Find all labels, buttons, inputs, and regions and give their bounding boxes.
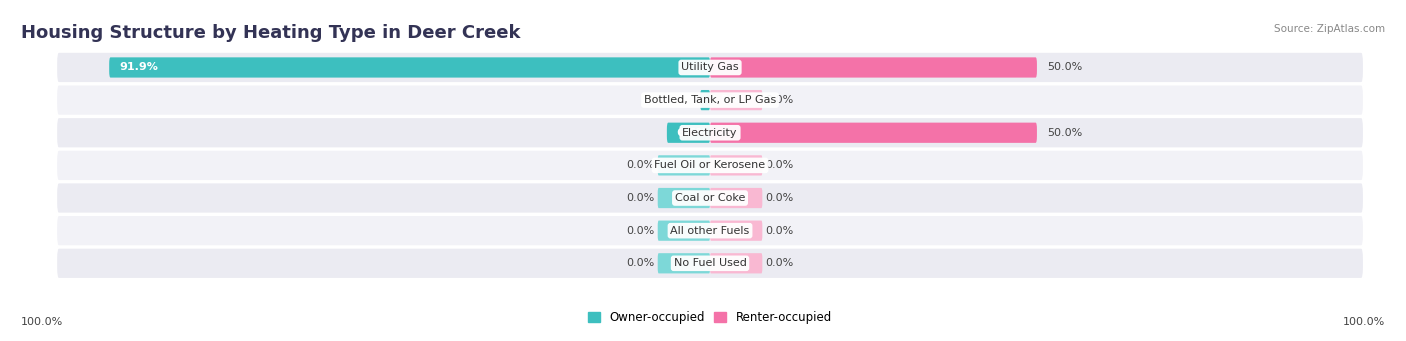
FancyBboxPatch shape [710,90,762,110]
FancyBboxPatch shape [110,57,710,78]
FancyBboxPatch shape [710,221,762,241]
Text: No Fuel Used: No Fuel Used [673,258,747,268]
Text: Utility Gas: Utility Gas [682,62,738,73]
Text: 6.6%: 6.6% [676,128,707,138]
FancyBboxPatch shape [56,117,1364,148]
Text: Housing Structure by Heating Type in Deer Creek: Housing Structure by Heating Type in Dee… [21,24,520,42]
Text: 0.0%: 0.0% [766,226,794,236]
FancyBboxPatch shape [56,150,1364,181]
Text: Bottled, Tank, or LP Gas: Bottled, Tank, or LP Gas [644,95,776,105]
FancyBboxPatch shape [658,253,710,273]
FancyBboxPatch shape [658,221,710,241]
Text: 100.0%: 100.0% [1343,317,1385,327]
Text: 0.0%: 0.0% [626,193,654,203]
Text: Source: ZipAtlas.com: Source: ZipAtlas.com [1274,24,1385,34]
Text: Fuel Oil or Kerosene: Fuel Oil or Kerosene [654,160,766,170]
Text: 0.0%: 0.0% [766,258,794,268]
FancyBboxPatch shape [56,52,1364,83]
FancyBboxPatch shape [710,57,1038,78]
FancyBboxPatch shape [710,155,762,176]
FancyBboxPatch shape [710,123,1038,143]
FancyBboxPatch shape [666,123,710,143]
Text: 0.0%: 0.0% [626,258,654,268]
Text: 100.0%: 100.0% [21,317,63,327]
FancyBboxPatch shape [56,215,1364,246]
Legend: Owner-occupied, Renter-occupied: Owner-occupied, Renter-occupied [588,311,832,324]
Text: Coal or Coke: Coal or Coke [675,193,745,203]
Text: 0.0%: 0.0% [766,193,794,203]
FancyBboxPatch shape [710,188,762,208]
Text: 0.0%: 0.0% [626,226,654,236]
Text: 0.0%: 0.0% [626,160,654,170]
Text: All other Fuels: All other Fuels [671,226,749,236]
FancyBboxPatch shape [56,182,1364,214]
Text: 1.5%: 1.5% [710,95,741,105]
FancyBboxPatch shape [658,155,710,176]
FancyBboxPatch shape [700,90,710,110]
FancyBboxPatch shape [56,248,1364,279]
FancyBboxPatch shape [710,253,762,273]
FancyBboxPatch shape [56,85,1364,116]
Text: 50.0%: 50.0% [1046,62,1083,73]
Text: 50.0%: 50.0% [1046,128,1083,138]
Text: 0.0%: 0.0% [766,160,794,170]
FancyBboxPatch shape [658,188,710,208]
Text: Electricity: Electricity [682,128,738,138]
Text: 0.0%: 0.0% [766,95,794,105]
Text: 91.9%: 91.9% [120,62,157,73]
